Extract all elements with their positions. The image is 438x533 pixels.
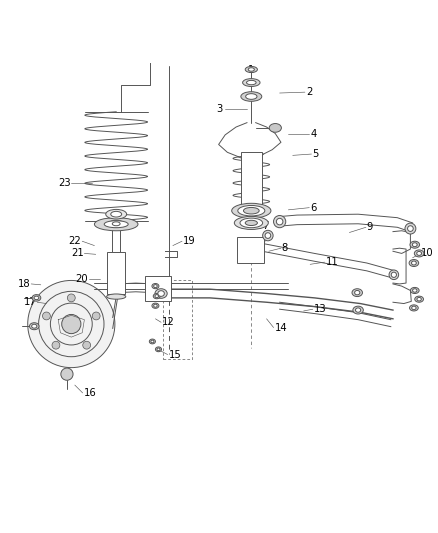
- Text: 18: 18: [18, 279, 30, 289]
- Ellipse shape: [412, 306, 416, 310]
- Circle shape: [61, 368, 73, 380]
- Text: 20: 20: [75, 274, 88, 284]
- Ellipse shape: [352, 289, 363, 296]
- Ellipse shape: [410, 241, 420, 248]
- Text: 16: 16: [84, 388, 96, 398]
- Bar: [145, 276, 171, 301]
- Circle shape: [62, 314, 81, 334]
- Ellipse shape: [409, 260, 419, 266]
- Ellipse shape: [247, 80, 256, 85]
- Ellipse shape: [238, 206, 265, 216]
- Ellipse shape: [265, 233, 271, 238]
- Text: 12: 12: [162, 317, 175, 327]
- Text: 1: 1: [248, 66, 254, 75]
- Text: 23: 23: [58, 178, 71, 188]
- Ellipse shape: [245, 67, 258, 72]
- Ellipse shape: [32, 324, 37, 328]
- Ellipse shape: [413, 289, 417, 292]
- Ellipse shape: [155, 289, 167, 298]
- Text: 11: 11: [325, 257, 338, 267]
- Ellipse shape: [414, 250, 424, 257]
- Bar: [107, 252, 125, 294]
- Circle shape: [92, 312, 100, 320]
- Bar: [241, 152, 262, 211]
- Ellipse shape: [244, 207, 259, 214]
- Text: 22: 22: [69, 236, 81, 246]
- Text: 13: 13: [314, 304, 326, 314]
- Ellipse shape: [157, 348, 160, 351]
- Bar: [112, 225, 120, 252]
- Ellipse shape: [111, 212, 122, 217]
- Ellipse shape: [417, 252, 421, 255]
- Ellipse shape: [391, 272, 396, 277]
- Text: 6: 6: [310, 203, 317, 213]
- Ellipse shape: [95, 217, 138, 231]
- Circle shape: [83, 341, 91, 349]
- Ellipse shape: [155, 347, 162, 352]
- Ellipse shape: [240, 218, 263, 228]
- Ellipse shape: [410, 287, 419, 294]
- Ellipse shape: [108, 220, 124, 227]
- Ellipse shape: [405, 223, 416, 234]
- Ellipse shape: [152, 303, 159, 309]
- Ellipse shape: [415, 296, 424, 302]
- Text: 17: 17: [24, 297, 36, 307]
- Ellipse shape: [389, 270, 399, 280]
- Text: 21: 21: [71, 248, 84, 259]
- Ellipse shape: [153, 294, 160, 299]
- Ellipse shape: [274, 215, 286, 228]
- Text: 8: 8: [282, 243, 288, 253]
- Ellipse shape: [34, 296, 39, 300]
- Text: 5: 5: [312, 149, 319, 159]
- Ellipse shape: [154, 285, 157, 288]
- Bar: [237, 237, 264, 263]
- Ellipse shape: [412, 243, 417, 247]
- Ellipse shape: [411, 261, 416, 265]
- Ellipse shape: [353, 306, 364, 314]
- Ellipse shape: [246, 94, 257, 99]
- Text: 4: 4: [310, 129, 316, 139]
- Text: 9: 9: [367, 222, 373, 232]
- Text: 14: 14: [275, 322, 287, 333]
- Ellipse shape: [152, 284, 159, 289]
- Ellipse shape: [408, 226, 413, 231]
- Ellipse shape: [243, 79, 260, 86]
- Ellipse shape: [112, 222, 120, 226]
- Circle shape: [42, 312, 50, 320]
- Text: 10: 10: [421, 248, 434, 259]
- Text: 15: 15: [169, 350, 181, 360]
- Ellipse shape: [151, 340, 154, 343]
- Ellipse shape: [417, 297, 421, 301]
- Ellipse shape: [356, 308, 361, 312]
- Ellipse shape: [232, 203, 271, 218]
- Text: 19: 19: [183, 236, 196, 246]
- Ellipse shape: [234, 216, 268, 229]
- Ellipse shape: [410, 305, 418, 311]
- Ellipse shape: [32, 295, 41, 301]
- Ellipse shape: [106, 209, 127, 219]
- Ellipse shape: [245, 220, 258, 225]
- Circle shape: [52, 341, 60, 349]
- Ellipse shape: [263, 230, 273, 241]
- Text: 7: 7: [262, 221, 268, 231]
- Ellipse shape: [29, 322, 39, 330]
- Ellipse shape: [106, 294, 126, 299]
- Ellipse shape: [355, 290, 360, 295]
- Circle shape: [67, 294, 75, 302]
- Ellipse shape: [248, 68, 254, 71]
- Ellipse shape: [269, 124, 281, 132]
- Ellipse shape: [158, 290, 164, 296]
- Ellipse shape: [155, 295, 159, 297]
- Ellipse shape: [154, 304, 157, 307]
- Text: 3: 3: [217, 104, 223, 114]
- Ellipse shape: [149, 339, 155, 344]
- Ellipse shape: [241, 92, 262, 101]
- Text: 2: 2: [306, 87, 312, 97]
- Ellipse shape: [276, 219, 283, 225]
- Ellipse shape: [104, 221, 128, 228]
- Circle shape: [28, 280, 115, 368]
